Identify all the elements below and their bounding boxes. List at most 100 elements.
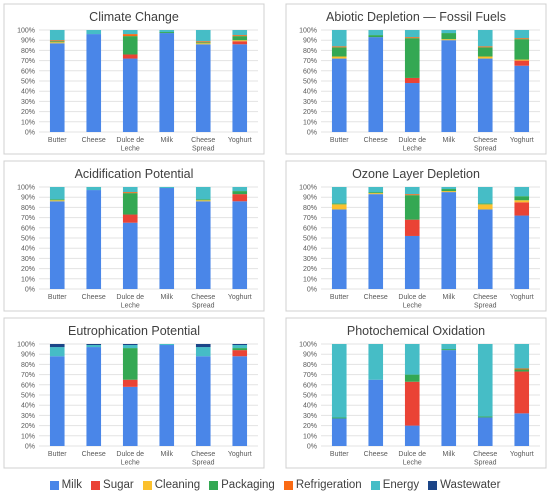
y-tick-label: 70% [303,372,317,379]
bar-segment-energy [49,30,65,41]
bar-segment-milk [122,58,138,133]
chart-panel-abiotic-depletion-fossil-fuels: Abiotic Depletion — Fossil Fuels 0% 10% 20%… [285,3,547,155]
x-tick-label: Dulce de [398,451,426,458]
y-tick-label: 0% [25,444,35,451]
x-tick-label: Milk [443,451,456,458]
x-tick-label: Yoghurt [510,137,534,144]
chart-title: Acidification Potential [75,167,194,181]
x-tick-label: Butter [330,294,349,301]
bar-segment-milk [195,356,211,446]
y-tick-label: 0% [307,130,317,137]
bar-segment-energy [331,344,347,418]
y-tick-label: 50% [21,236,35,243]
x-tick-label: Cheese [191,451,215,458]
legend-swatch-wastewater [428,480,438,490]
legend-entry-energy: Energy [370,479,419,491]
y-tick-label: 70% [303,58,317,65]
x-tick-label: Leche [403,303,422,310]
bar-segment-cleaning [368,193,384,195]
y-tick-label: 0% [307,444,317,451]
legend: Milk Sugar Cleaning Packaging Refrigerat… [0,475,550,495]
y-tick-label: 90% [303,352,317,359]
bar-segment-energy [86,30,102,35]
bar-segment-packaging [159,32,175,34]
y-tick-label: 40% [21,89,35,96]
bar-segment-energy [195,187,211,200]
bar-segment-milk [232,44,248,132]
bar-segment-sugar [404,381,420,426]
x-tick-label: Milk [443,137,456,144]
bar-segment-milk [441,350,457,446]
bar-segment-milk [159,33,175,133]
bar-segment-energy [331,187,347,204]
bar-segment-packaging [404,38,420,78]
x-tick-label: Yoghurt [228,294,252,301]
bar-segment-milk [368,194,384,289]
bar-segment-packaging [195,42,211,44]
bar-segment-energy [195,30,211,42]
bar-segment-energy [404,187,420,195]
chart-panel-eutrophication-potential: Eutrophication Potential 0% 10% 20% 30% 40% 50… [3,317,265,469]
x-tick-label: Spread [192,460,215,467]
x-tick-label: Dulce de [116,137,144,144]
y-tick-label: 90% [21,352,35,359]
bar-segment-packaging [368,192,384,194]
legend-entry-wastewater: Wastewater [428,479,500,491]
bar-segment-packaging [232,348,248,351]
x-tick-label: Leche [403,146,422,153]
bar-segment-milk [477,58,493,133]
bar-segment-energy [86,345,102,348]
x-tick-label: Dulce de [116,294,144,301]
x-tick-label: Cheese [364,294,388,301]
bar-segment-sugar [514,60,530,66]
y-tick-label: 80% [21,48,35,55]
legend-swatch-cleaning [142,480,152,490]
y-tick-label: 80% [303,362,317,369]
legend-label-packaging: Packaging [221,479,275,491]
bar-segment-milk [368,37,384,132]
bar-segment-refrigeration [49,40,65,42]
y-tick-label: 30% [303,256,317,263]
y-tick-label: 60% [21,382,35,389]
bar-segment-packaging [122,193,138,215]
bar-segment-milk [331,58,347,133]
x-tick-label: Dulce de [398,294,426,301]
bar-segment-milk [404,235,420,289]
y-tick-label: 20% [303,266,317,273]
bar-segment-wastewater [195,344,211,348]
bar-segment-energy [514,344,530,369]
bar-segment-packaging [232,36,248,41]
bar-segment-refrigeration [195,41,211,43]
bar-segment-packaging [331,203,347,205]
bar-segment-energy [159,30,175,33]
bar-segment-packaging [441,349,457,351]
y-tick-label: 30% [21,413,35,420]
bar-segment-energy [232,187,248,192]
bar-segment-cleaning [331,204,347,210]
bar-segment-packaging [514,369,530,372]
y-tick-label: 0% [25,130,35,137]
legend-swatch-milk [49,480,59,490]
bar-segment-milk [477,209,493,289]
bar-segment-packaging [232,191,248,195]
bar-segment-milk [441,40,457,133]
bar-segment-energy [404,30,420,38]
y-tick-label: 80% [21,362,35,369]
x-tick-label: Milk [161,294,174,301]
bar-segment-milk [514,413,530,446]
bar-segment-milk [232,201,248,289]
bar-segment-wastewater [232,344,248,346]
bar-segment-packaging [514,39,530,60]
x-tick-label: Spread [474,146,497,153]
bar-segment-energy [477,344,493,417]
chart-title: Eutrophication Potential [68,324,200,338]
legend-swatch-energy [370,480,380,490]
bar-segment-sugar [122,379,138,387]
bar-segment-cleaning [477,204,493,210]
bar-segment-sugar [232,41,248,45]
bar-segment-packaging [477,203,493,205]
y-tick-label: 100% [299,342,317,349]
bar-segment-packaging [49,199,65,201]
x-tick-label: Cheese [364,137,388,144]
x-tick-label: Cheese [191,137,215,144]
